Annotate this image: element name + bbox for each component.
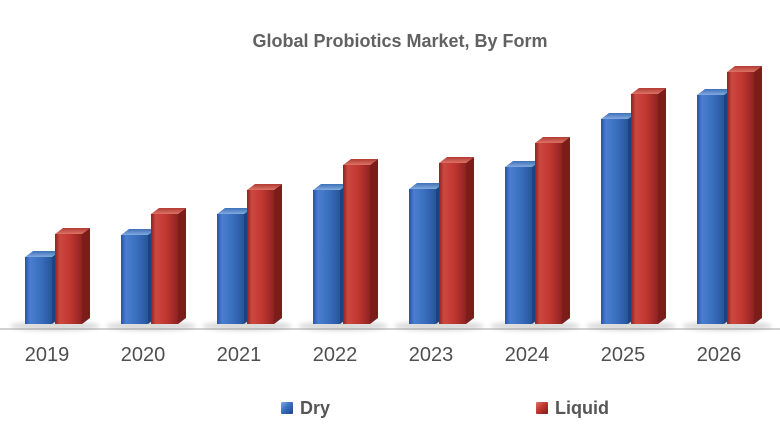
- bar-group-2023: [394, 157, 484, 331]
- bar-side-liquid-2019: [82, 228, 90, 324]
- bar-dry-2020: [121, 235, 148, 324]
- bar-top-dry-2023: [409, 183, 444, 189]
- bar-group-2022: [298, 159, 388, 331]
- bar-liquid-2024: [535, 143, 562, 324]
- bar-liquid-2019: [55, 234, 82, 324]
- bar-group-2019: [10, 228, 100, 331]
- legend-label-liquid: Liquid: [555, 398, 609, 418]
- bar-dry-2021: [217, 214, 244, 324]
- bar-top-liquid-2020: [151, 208, 186, 214]
- x-axis-label-2026: 2026: [697, 344, 742, 366]
- bar-dry-2024: [505, 167, 532, 324]
- legend-marker-liquid: [536, 402, 548, 414]
- bar-top-liquid-2025: [631, 88, 666, 94]
- bar-group-2020: [106, 208, 196, 331]
- bar-side-liquid-2026: [754, 66, 762, 324]
- bar-liquid-2020: [151, 214, 178, 324]
- bar-side-liquid-2020: [178, 208, 186, 324]
- bar-liquid-2026: [727, 72, 754, 324]
- x-axis-label-2025: 2025: [601, 344, 646, 366]
- legend-marker-dry: [281, 402, 293, 414]
- bar-group-2025: [586, 88, 676, 331]
- bar-top-liquid-2021: [247, 184, 282, 190]
- bar-dry-2026: [697, 95, 724, 324]
- bar-top-dry-2025: [601, 113, 636, 119]
- bar-dry-2019: [25, 257, 52, 324]
- bar-side-liquid-2022: [370, 159, 378, 324]
- x-axis-label-2023: 2023: [409, 344, 454, 366]
- bar-top-liquid-2023: [439, 157, 474, 163]
- bar-dry-2025: [601, 119, 628, 324]
- bar-top-liquid-2022: [343, 159, 378, 165]
- bar-side-liquid-2021: [274, 184, 282, 324]
- bar-top-dry-2019: [25, 251, 60, 257]
- bar-top-liquid-2024: [535, 137, 570, 143]
- bar-liquid-2022: [343, 165, 370, 324]
- bar-side-liquid-2024: [562, 137, 570, 324]
- x-axis-label-2022: 2022: [313, 344, 358, 366]
- bar-top-dry-2026: [697, 89, 732, 95]
- legend-item-liquid: Liquid: [536, 398, 609, 418]
- x-axis-label-2024: 2024: [505, 344, 550, 366]
- bar-side-liquid-2025: [658, 88, 666, 324]
- bar-top-dry-2024: [505, 161, 540, 167]
- bar-group-2021: [202, 184, 292, 331]
- bar-dry-2023: [409, 189, 436, 324]
- bar-liquid-2021: [247, 190, 274, 324]
- x-axis-label-2019: 2019: [25, 344, 70, 366]
- chart-title: Global Probiotics Market, By Form: [252, 31, 548, 51]
- bar-liquid-2025: [631, 94, 658, 324]
- bar-top-liquid-2026: [727, 66, 762, 72]
- x-axis-label-2021: 2021: [217, 344, 262, 366]
- bar-side-liquid-2023: [466, 157, 474, 324]
- bar-group-2026: [682, 66, 772, 331]
- bar-group-2024: [490, 137, 580, 331]
- bar-top-liquid-2019: [55, 228, 90, 234]
- bar-dry-2022: [313, 190, 340, 324]
- bar-top-dry-2020: [121, 229, 156, 235]
- bar-liquid-2023: [439, 163, 466, 324]
- legend-item-dry: Dry: [281, 398, 330, 418]
- legend-label-dry: Dry: [300, 398, 331, 418]
- bar-top-dry-2021: [217, 208, 252, 214]
- bar-top-dry-2022: [313, 184, 348, 190]
- x-axis-label-2020: 2020: [121, 344, 166, 366]
